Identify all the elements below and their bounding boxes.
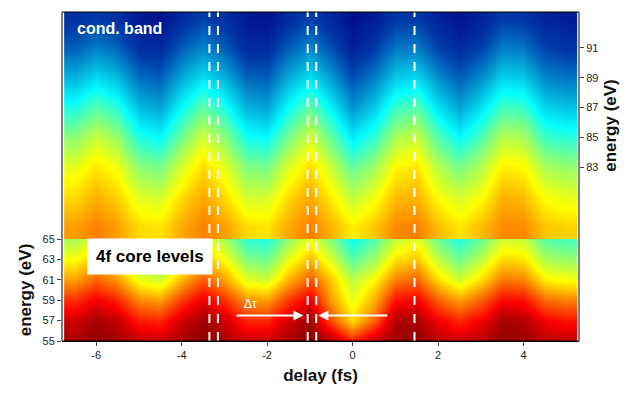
- svg-text:-2: -2: [262, 349, 272, 361]
- svg-text:4: 4: [520, 349, 526, 361]
- svg-text:59: 59: [43, 294, 55, 306]
- svg-text:energy (eV): energy (eV): [16, 244, 35, 337]
- svg-text:4f core levels: 4f core levels: [96, 247, 204, 266]
- svg-text:85: 85: [586, 131, 598, 143]
- svg-text:83: 83: [586, 161, 598, 173]
- svg-text:-4: -4: [177, 349, 187, 361]
- svg-text:0: 0: [349, 349, 355, 361]
- svg-text:57: 57: [43, 314, 55, 326]
- svg-text:65: 65: [43, 233, 55, 245]
- svg-text:55: 55: [43, 335, 55, 347]
- svg-text:89: 89: [586, 72, 598, 84]
- svg-text:-6: -6: [91, 349, 101, 361]
- svg-text:91: 91: [586, 42, 598, 54]
- svg-text:61: 61: [43, 274, 55, 286]
- svg-text:87: 87: [586, 101, 598, 113]
- svg-text:63: 63: [43, 253, 55, 265]
- svg-text:cond. band: cond. band: [77, 20, 162, 37]
- svg-text:energy (eV): energy (eV): [601, 79, 620, 172]
- svg-text:Δτ: Δτ: [244, 297, 257, 311]
- svg-text:delay (fs): delay (fs): [283, 366, 358, 385]
- svg-text:2: 2: [435, 349, 441, 361]
